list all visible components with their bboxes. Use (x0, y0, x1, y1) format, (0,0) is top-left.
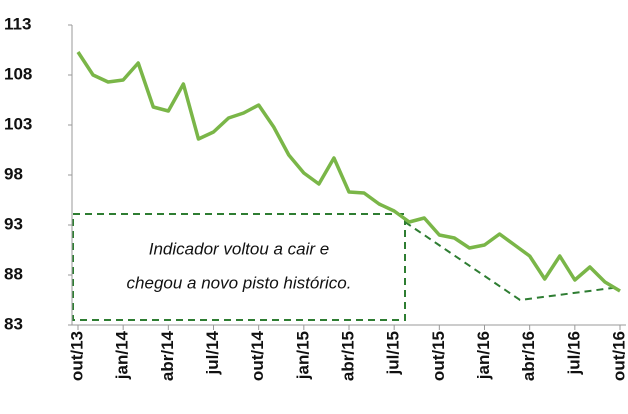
y-tick-label: 93 (4, 214, 23, 233)
data-line (76, 51, 621, 293)
x-tick-label: out/16 (609, 331, 628, 381)
annotation-box (72, 213, 406, 321)
y-tick-label: 88 (4, 264, 23, 283)
x-tick-label: jul/15 (384, 331, 403, 375)
y-tick-label: 108 (4, 64, 32, 83)
x-tick-label: jul/14 (203, 330, 222, 375)
x-tick-label: abr/16 (519, 331, 538, 381)
annotation-pointer (404, 221, 621, 302)
x-tick-label: out/14 (248, 330, 267, 381)
y-tick-label: 103 (4, 114, 32, 133)
x-tick-label: jan/16 (474, 331, 493, 380)
y-tick-label: 113 (4, 14, 31, 33)
y-tick-label: 98 (4, 164, 23, 183)
x-tick-label: out/13 (67, 331, 86, 381)
x-tick-label: jul/16 (564, 331, 583, 375)
x-tick-label: abr/15 (338, 331, 357, 381)
annotation-line: Indicador voltou a cair e (149, 239, 330, 258)
annotation-line: chegou a novo pisto histórico. (127, 273, 352, 292)
x-tick-label: abr/14 (158, 330, 177, 381)
x-tick-label: out/15 (429, 331, 448, 381)
x-tick-label: jan/15 (293, 331, 312, 380)
x-tick-label: jan/14 (113, 330, 132, 380)
y-tick-label: 83 (4, 314, 23, 333)
